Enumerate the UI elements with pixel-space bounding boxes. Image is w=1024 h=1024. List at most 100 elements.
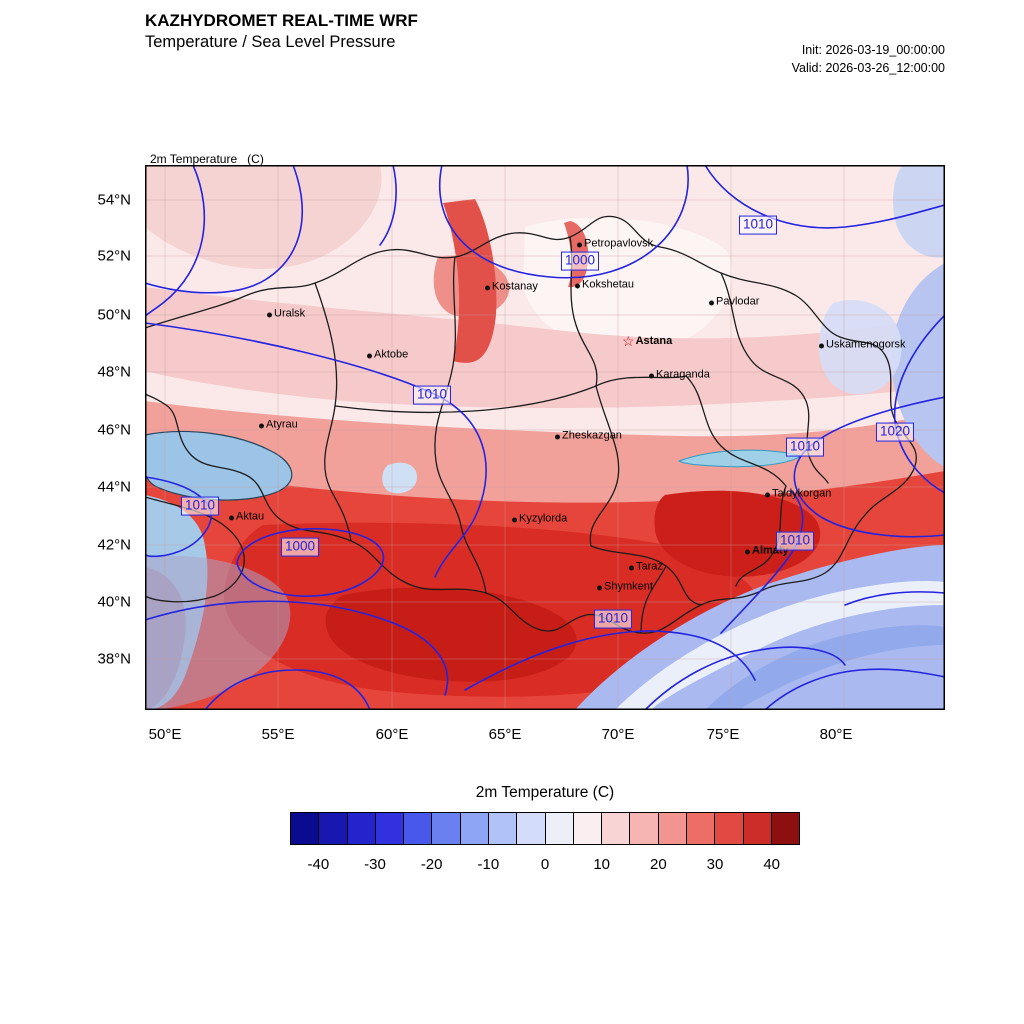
lat-tick-label: 46°N (97, 421, 131, 439)
isobars (145, 165, 945, 710)
city-label: Atyrau (266, 418, 298, 431)
colorbar-segment (630, 813, 659, 844)
lon-tick-label: 50°E (148, 726, 182, 743)
lon-tick-label: 70°E (601, 726, 635, 743)
city-marker: Uskamenogorsk (819, 338, 906, 351)
colorbar-tick: 40 (763, 856, 780, 873)
city-label: Petropavlovsk (584, 237, 654, 250)
city-dot-icon (597, 585, 602, 591)
run-time-info: Init: 2026-03-19_00:00:00 Valid: 2026-03… (792, 42, 945, 77)
capital-marker: ☆Astana (622, 334, 672, 348)
city-dot-icon (267, 312, 272, 318)
isobar-label: 1010 (775, 531, 815, 551)
city-dot-icon (555, 434, 560, 440)
lon-tick-label: 60°E (375, 726, 409, 743)
page-subtitle: Temperature / Sea Level Pressure (145, 33, 396, 52)
isobar-label: 1000 (560, 251, 600, 271)
colorbar-tick: 0 (540, 856, 550, 873)
colorbar-segment (658, 813, 687, 844)
city-dot-icon (512, 517, 517, 523)
isobar-label: 1010 (180, 496, 220, 516)
colorbar-segment (771, 813, 800, 844)
colorbar-segment (573, 813, 603, 844)
colorbar-tick: 20 (649, 856, 667, 873)
city-label: Pavlodar (716, 295, 760, 308)
colorbar-segment (686, 813, 716, 844)
city-dot-icon (259, 423, 264, 429)
colorbar-segment (404, 813, 433, 844)
region-borders (145, 215, 917, 634)
field-label-temperature: 2m Temperature (C) (150, 151, 264, 166)
isobar-label: 1010 (785, 437, 825, 457)
city-label: Taraz (636, 560, 663, 573)
city-marker: Almaty (745, 544, 789, 557)
isobar-label: 1010 (412, 385, 452, 405)
colorbar-tick-labels: -40 -30 -20 -10 0 10 20 30 40 (290, 856, 800, 878)
city-label: Kyzylorda (519, 512, 568, 525)
city-marker: Taldykorgan (765, 487, 832, 500)
lon-tick-label: 55°E (261, 726, 295, 743)
lat-tick-label: 48°N (97, 363, 131, 381)
colorbar-tick: -30 (364, 856, 386, 873)
isobar-label: 1010 (593, 609, 633, 629)
city-marker: Kostanay (485, 280, 538, 293)
city-label: Taldykorgan (772, 487, 832, 500)
city-dot-icon (577, 242, 582, 248)
city-marker: Zheskazgan (555, 429, 622, 442)
colorbar-segment (460, 813, 489, 844)
lon-tick-label: 65°E (488, 726, 522, 743)
page-title: KAZHYDROMET REAL-TIME WRF (145, 11, 418, 30)
city-label: Uralsk (274, 307, 306, 320)
lat-tick-label: 50°N (97, 306, 131, 324)
temperature-colorbar (290, 812, 800, 845)
city-label: Kokshetau (582, 278, 634, 291)
city-label: Uskamenogorsk (826, 338, 906, 351)
lat-tick-label: 38°N (97, 650, 131, 668)
city-marker: Petropavlovsk (577, 237, 654, 250)
city-marker: Taraz (629, 560, 663, 573)
city-label: Kostanay (492, 280, 538, 293)
lat-tick-label: 44°N (97, 478, 131, 496)
city-label: Zheskazgan (562, 429, 622, 442)
colorbar-segment (291, 813, 320, 844)
colorbar-segment (319, 813, 348, 844)
title-block: KAZHYDROMET REAL-TIME WRF Temperature / … (145, 10, 418, 54)
city-dot-icon (575, 283, 580, 289)
city-label: Aktobe (374, 348, 409, 361)
colorbar-segment (488, 813, 518, 844)
colorbar-segment (743, 813, 772, 844)
caspian-sea (145, 430, 293, 710)
map-frame (145, 165, 945, 710)
city-dot-icon (629, 565, 634, 571)
colorbar-tick: -10 (477, 856, 500, 873)
colorbar-tick: -40 (307, 856, 330, 873)
isobar-label: 1020 (875, 422, 915, 442)
colorbar-tick: 10 (593, 856, 610, 873)
colorbar-tick: 30 (706, 856, 724, 873)
colorbar-segment (347, 813, 376, 844)
valid-time: Valid: 2026-03-26_12:00:00 (791, 60, 945, 75)
city-dot-icon (819, 343, 824, 349)
weather-map (145, 165, 945, 710)
init-time: Init: 2026-03-19_00:00:00 (801, 43, 945, 57)
capital-star-icon: ☆ (622, 333, 635, 349)
colorbar-segment (602, 813, 631, 844)
colorbar-segment (715, 813, 744, 844)
lat-tick-label: 52°N (97, 247, 131, 265)
city-dot-icon (765, 492, 770, 498)
city-dot-icon (229, 515, 234, 521)
city-dot-icon (367, 353, 372, 359)
city-marker: Karaganda (649, 369, 710, 381)
city-label: Aktau (236, 510, 265, 523)
city-marker: Aktobe (367, 348, 409, 361)
city-marker: Aktau (229, 510, 265, 523)
city-marker: Kokshetau (575, 278, 634, 291)
map-area: Petropavlovsk Kostanay Kokshetau Pavlodar Ur… (97, 165, 945, 743)
city-label: Almaty (752, 544, 789, 557)
city-dot-icon (649, 373, 654, 379)
isobar-label: 1000 (280, 537, 320, 557)
lat-tick-label: 54°N (97, 191, 131, 209)
lat-tick-label: 40°N (97, 593, 131, 611)
lon-tick-label: 80°E (819, 726, 853, 743)
